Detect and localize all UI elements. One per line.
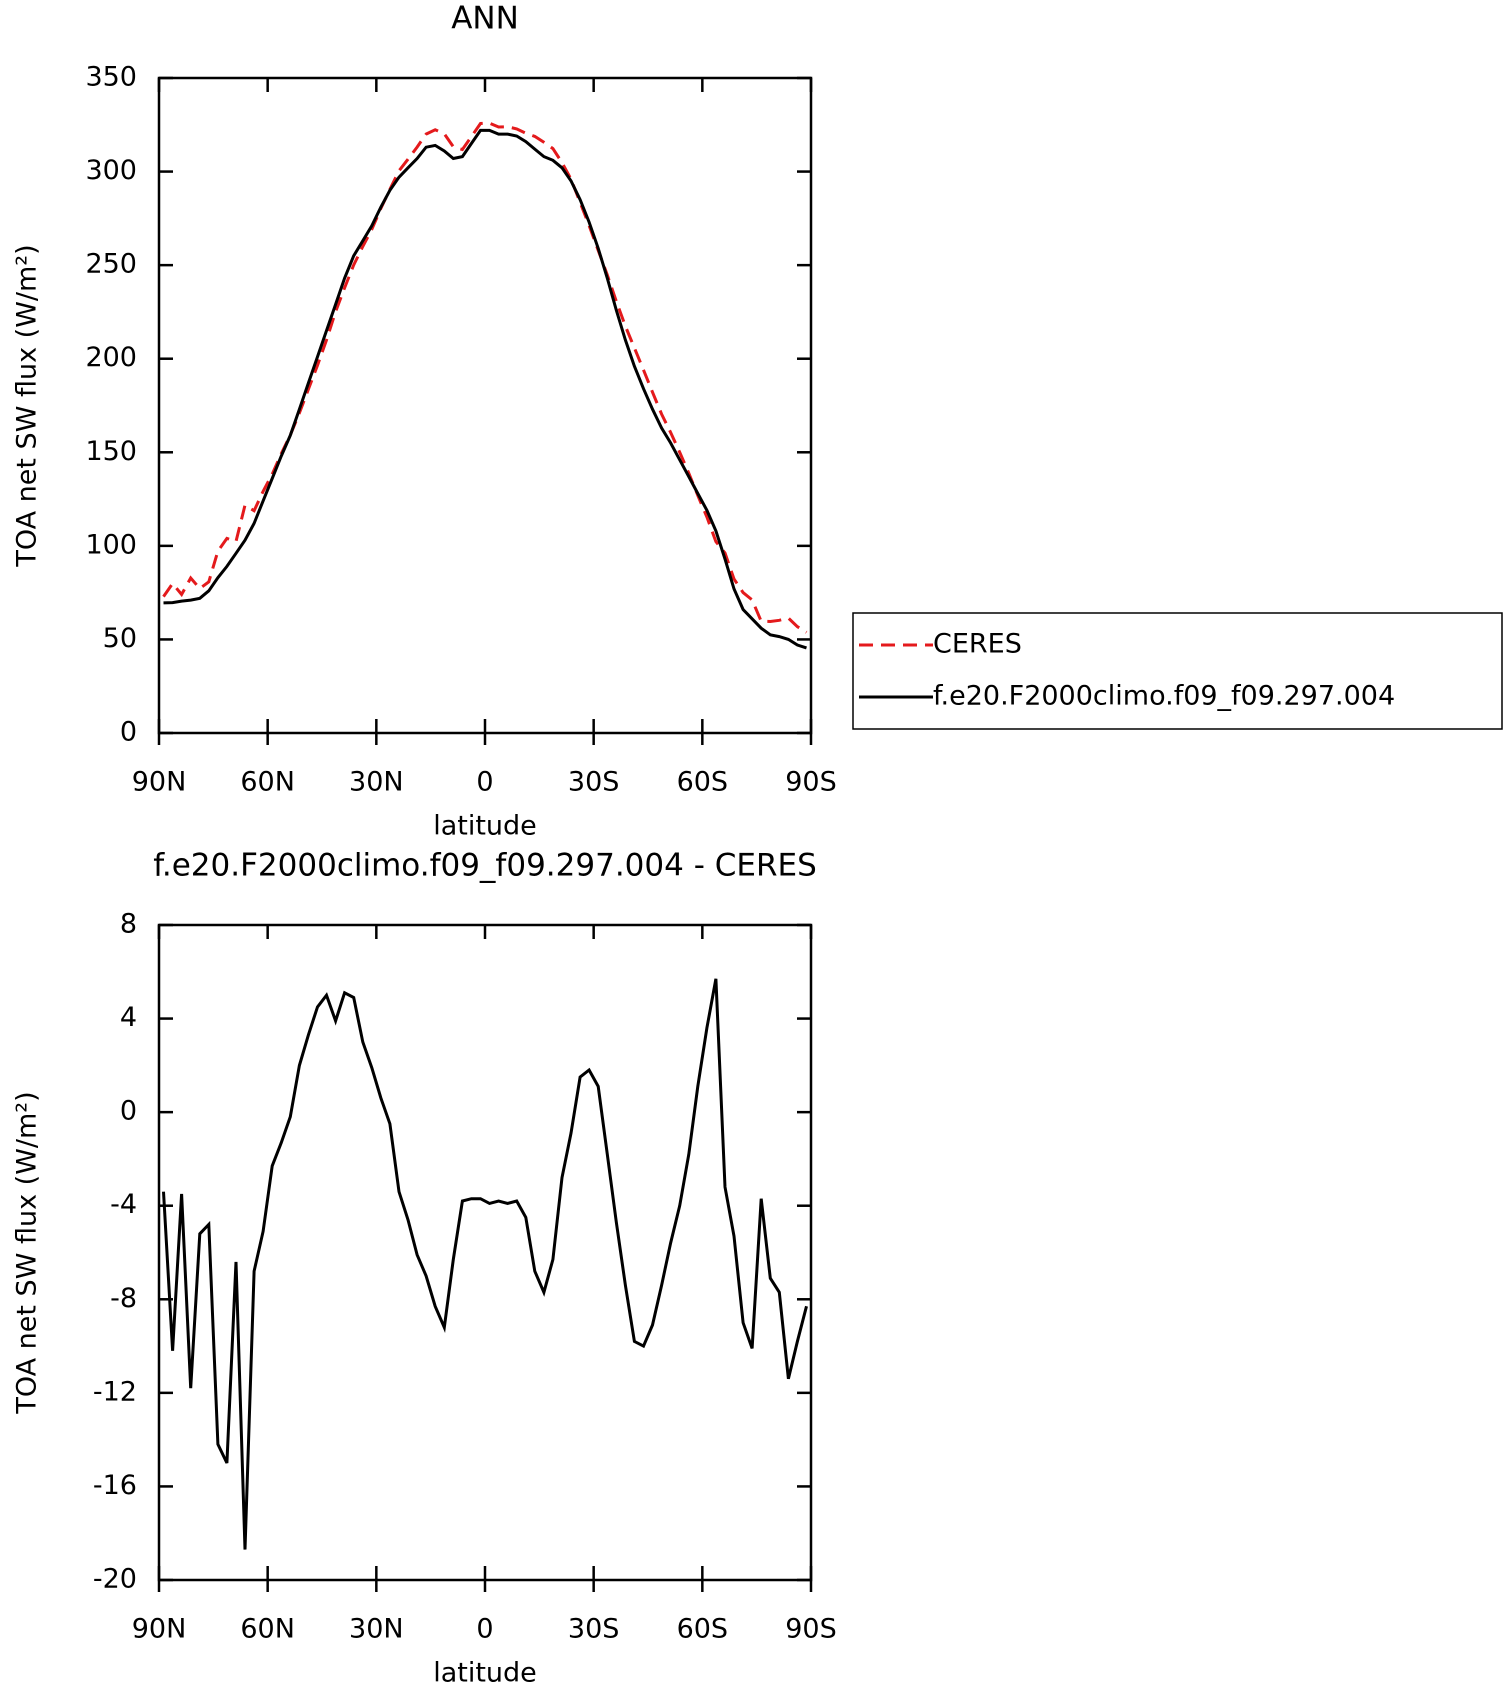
x-tick-label: 0 [476, 767, 493, 798]
x-tick-label: 60N [240, 767, 295, 798]
y-tick-label: -12 [93, 1376, 137, 1407]
x-tick-label: 90N [132, 767, 187, 798]
y-tick-label: 100 [85, 529, 137, 560]
y-tick-label: 300 [85, 155, 137, 186]
y-tick-label: 0 [120, 1096, 137, 1127]
y-tick-label: -4 [110, 1189, 137, 1220]
x-tick-label: 30N [349, 767, 404, 798]
y-tick-label: -20 [93, 1564, 137, 1595]
x-tick-label: 60S [677, 1614, 729, 1645]
chart-title: ANN [451, 1, 519, 37]
y-axis-label: TOA net SW flux (W/m²) [12, 1091, 43, 1414]
x-tick-label: 30S [568, 1614, 620, 1645]
x-tick-label: 30S [568, 767, 620, 798]
y-tick-label: 150 [85, 436, 137, 467]
y-tick-label: 200 [85, 342, 137, 373]
series-line [162, 121, 808, 634]
x-tick-label: 0 [476, 1614, 493, 1645]
x-tick-label: 90N [132, 1614, 187, 1645]
y-tick-label: 50 [103, 623, 137, 654]
x-tick-label: 90S [785, 767, 837, 798]
y-tick-label: 8 [120, 909, 137, 940]
chart-title: f.e20.F2000climo.f09_f09.297.004 - CERES [153, 848, 817, 884]
x-tick-label: 30N [349, 1614, 404, 1645]
x-tick-label: 60N [240, 1614, 295, 1645]
plot-frame [157, 76, 813, 735]
legend-label: CERES [933, 629, 1022, 660]
x-axis-label: latitude [433, 811, 537, 842]
y-tick-label: 0 [120, 717, 137, 748]
y-tick-label: 4 [120, 1002, 137, 1033]
x-axis-label: latitude [433, 1658, 537, 1689]
y-tick-label: -8 [110, 1283, 137, 1314]
y-tick-label: 350 [85, 62, 137, 93]
y-axis-label: TOA net SW flux (W/m²) [12, 244, 43, 567]
y-tick-label: 250 [85, 249, 137, 280]
x-tick-label: 60S [677, 767, 729, 798]
series-line [163, 128, 807, 650]
legend-box [852, 612, 1503, 730]
x-tick-label: 90S [785, 1614, 837, 1645]
y-tick-label: -16 [93, 1470, 137, 1501]
series-line [162, 978, 808, 1550]
legend-label: f.e20.F2000climo.f09_f09.297.004 [933, 681, 1395, 712]
